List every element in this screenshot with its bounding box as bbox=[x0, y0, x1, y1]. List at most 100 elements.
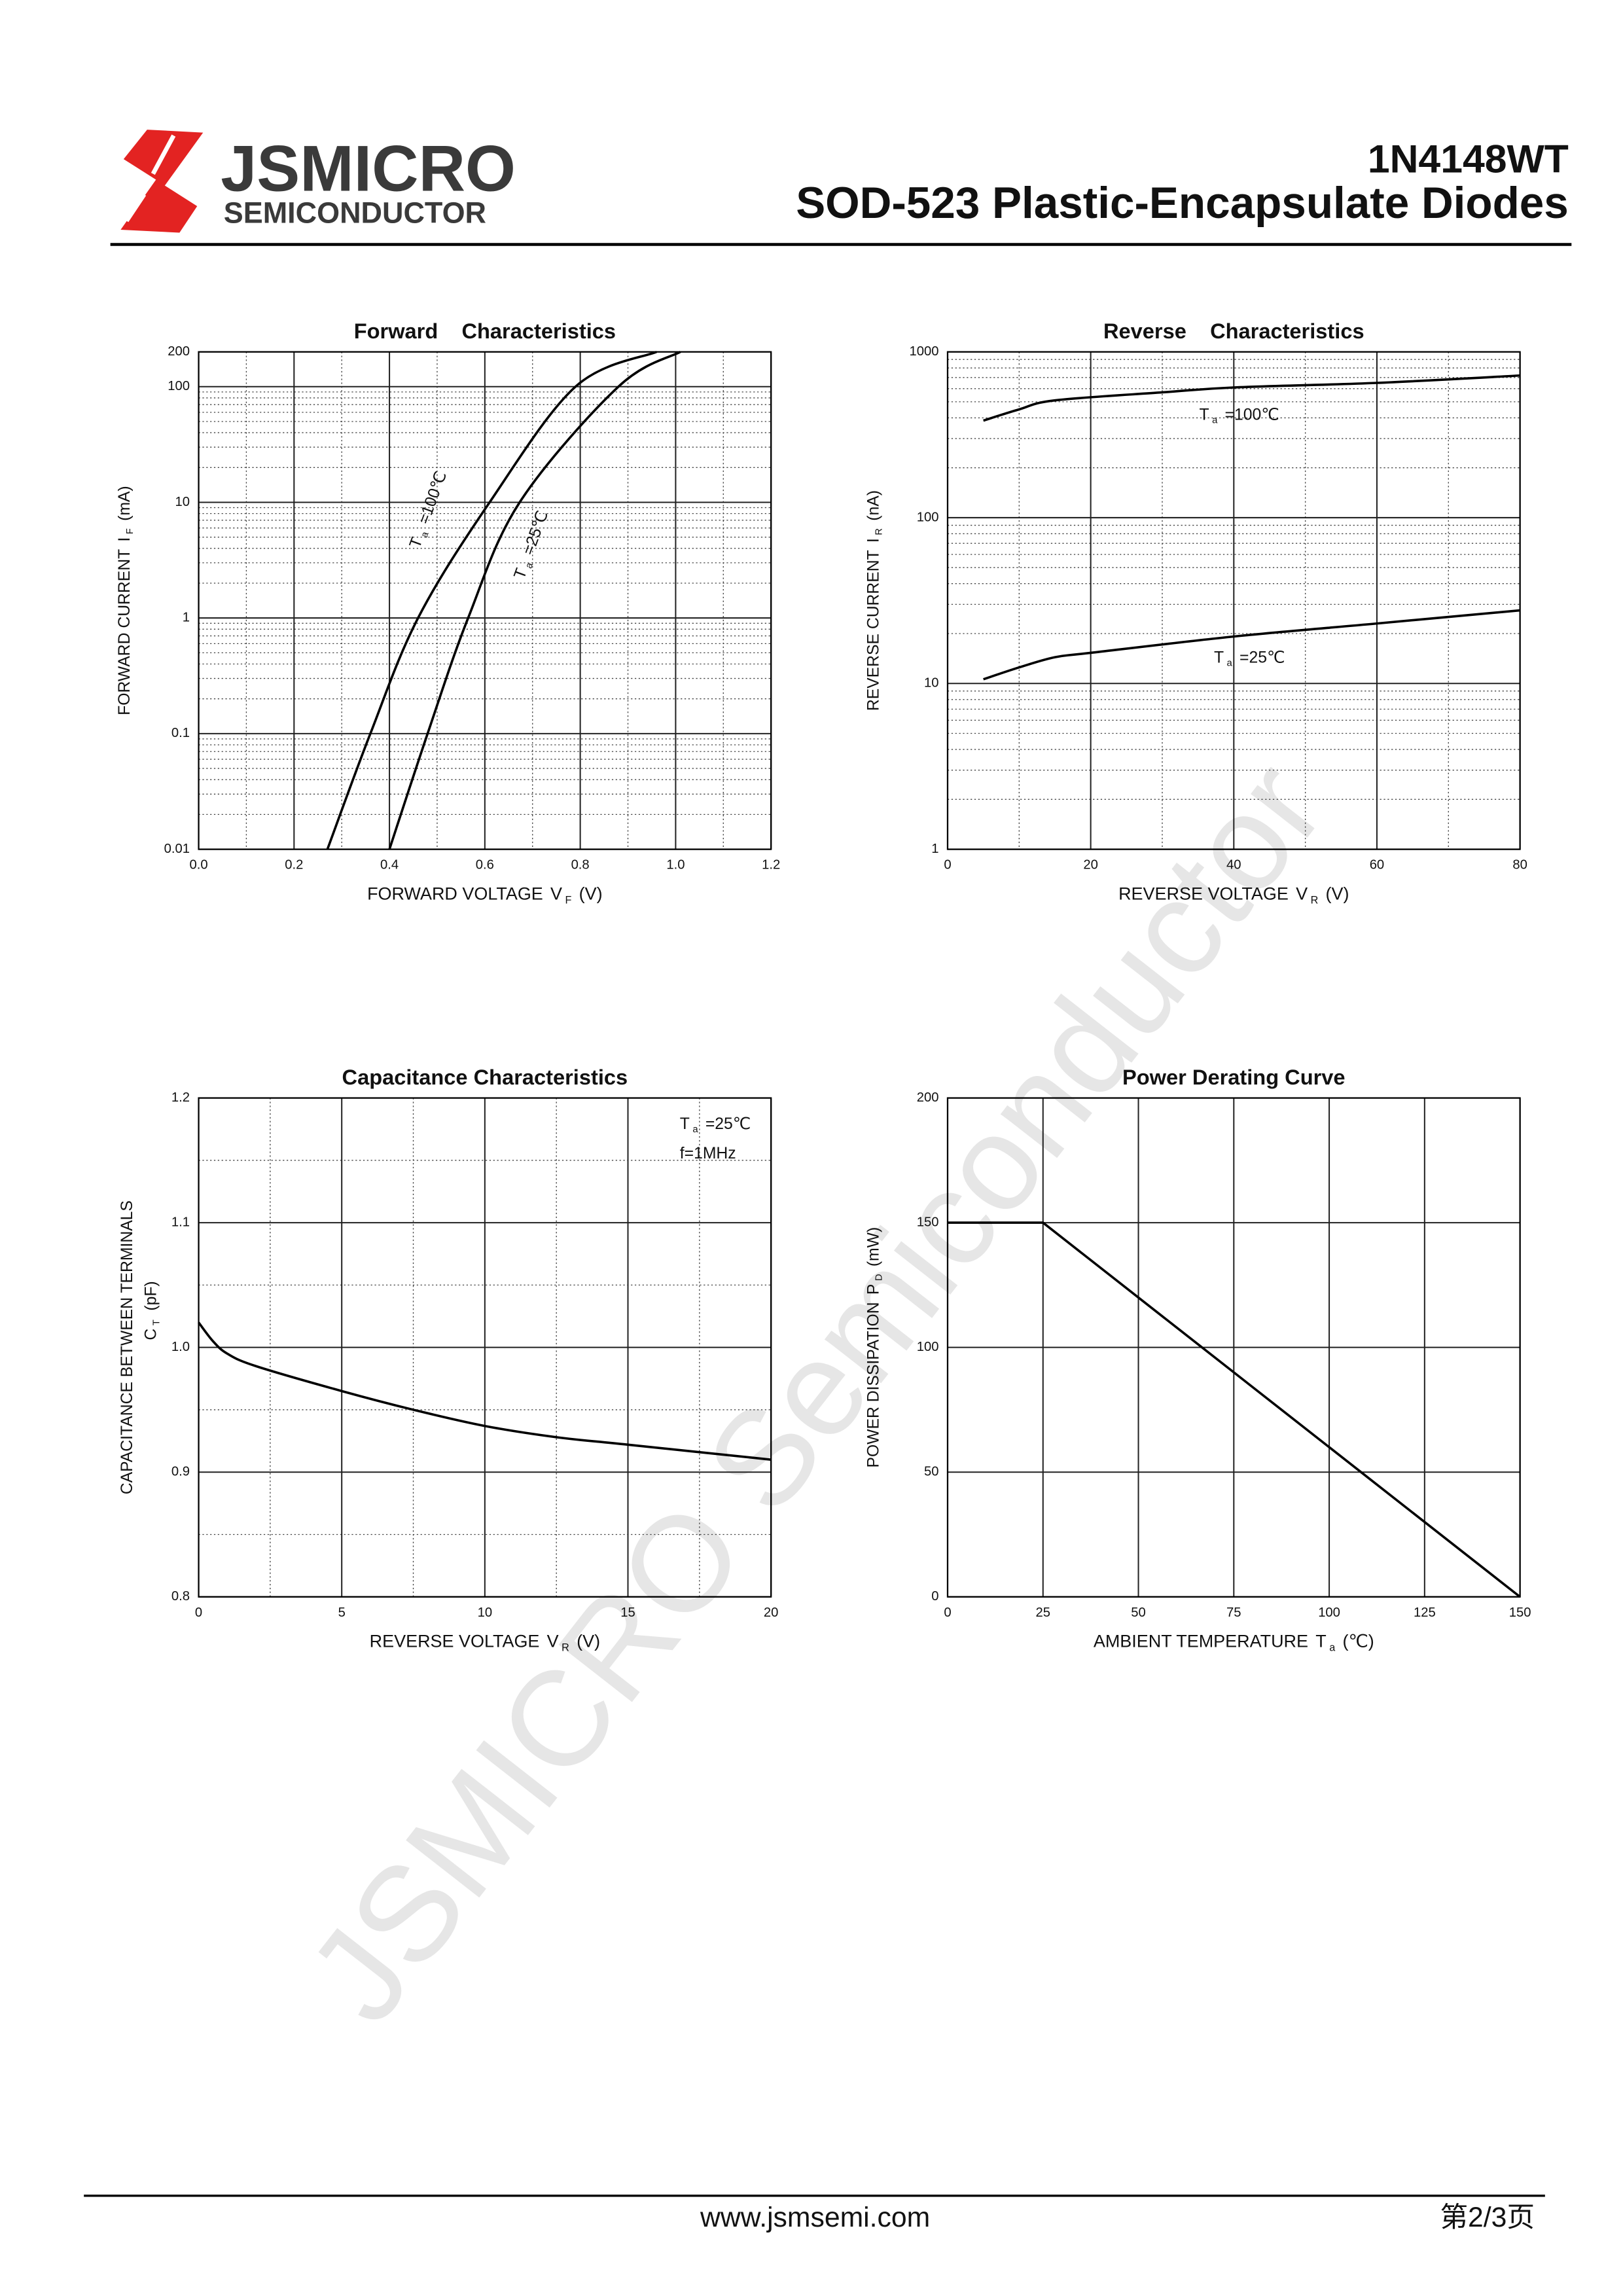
x-tick-label: 0.6 bbox=[476, 858, 494, 872]
series-label-part: =25℃ bbox=[519, 509, 551, 558]
series-label-part: T bbox=[1214, 649, 1224, 666]
y-tick-label: 0.01 bbox=[164, 842, 190, 856]
x-axis-label-part: FORWARD VOLTAGE bbox=[367, 884, 543, 903]
y-tick-label: 200 bbox=[917, 1090, 939, 1105]
y-axis-label-part: (mW) bbox=[865, 1227, 882, 1266]
chart: 0 5 10 15 20 0.8 0.9 1.0 1.1 1.2 Capacitance Chara… bbox=[118, 1065, 778, 1654]
y-tick-label: 0.1 bbox=[171, 726, 190, 740]
x-axis-label-part: R bbox=[1311, 895, 1319, 906]
x-tick-label: 0 bbox=[944, 858, 951, 872]
y-tick-label: 1.1 bbox=[171, 1215, 190, 1229]
y-tick-label: 150 bbox=[917, 1215, 939, 1229]
page-number: 第2/3页 bbox=[1440, 2202, 1535, 2233]
y-axis-label-part: F bbox=[125, 528, 135, 534]
series-label-part: T bbox=[406, 535, 426, 550]
series-label-part: =100℃ bbox=[1225, 406, 1279, 423]
y-tick-label: 10 bbox=[175, 495, 190, 509]
curve bbox=[983, 609, 1520, 681]
x-tick-label: 25 bbox=[1036, 1605, 1051, 1620]
y-axis-label: FORWARD CURRENT IF (mA) bbox=[116, 486, 135, 715]
x-tick-label: 0.2 bbox=[285, 858, 303, 872]
curve bbox=[198, 1321, 772, 1461]
curve bbox=[947, 1221, 1521, 1598]
annotation-part: f=1MHz bbox=[680, 1145, 736, 1162]
x-tick-label: 50 bbox=[1131, 1605, 1146, 1620]
x-axis-label-part: (℃) bbox=[1342, 1632, 1374, 1651]
x-tick-label: 20 bbox=[764, 1605, 779, 1620]
x-tick-label: 60 bbox=[1370, 858, 1385, 872]
brand: JSMICRO bbox=[221, 132, 516, 205]
y-tick-label: 1.2 bbox=[171, 1090, 190, 1105]
chart-title: Reverse Characteristics bbox=[1103, 319, 1364, 343]
x-tick-label: 1.2 bbox=[762, 858, 780, 872]
x-tick-label: 0.0 bbox=[189, 858, 207, 872]
x-axis-label-part: V bbox=[547, 1632, 559, 1651]
y-axis-label-part: R bbox=[874, 528, 884, 535]
x-tick-label: 40 bbox=[1226, 858, 1241, 872]
series-label: Ta =100℃ bbox=[406, 469, 452, 552]
x-axis-label-part: (V) bbox=[577, 1632, 600, 1651]
series-label-part: a bbox=[419, 530, 431, 539]
x-tick-label: 0.4 bbox=[380, 858, 399, 872]
x-tick-label: 100 bbox=[1318, 1605, 1340, 1620]
x-axis-label: FORWARD VOLTAGE V F (V) bbox=[367, 884, 603, 906]
y-axis-label-part: FORWARD CURRENT bbox=[116, 549, 134, 715]
chart: 0 25 50 75 100 125 150 0 50 100 150 200 Power Derati… bbox=[865, 1065, 1531, 1654]
y-tick-label: 10 bbox=[924, 676, 939, 691]
logo-mark bbox=[120, 130, 204, 233]
y-tick-label: 100 bbox=[168, 379, 190, 393]
y-axis-label-part: (pF) bbox=[142, 1281, 160, 1310]
plot-frame bbox=[946, 1097, 1521, 1598]
x-axis-label-part: F bbox=[565, 895, 572, 906]
x-axis-label-part: AMBIENT TEMPERATURE bbox=[1094, 1632, 1308, 1651]
y-tick-label: 100 bbox=[917, 1340, 939, 1354]
x-axis-label-part: REVERSE VOLTAGE bbox=[370, 1632, 540, 1651]
y-tick-label: 1 bbox=[931, 842, 938, 856]
x-tick-label: 0 bbox=[195, 1605, 202, 1620]
logo-stripe bbox=[124, 134, 176, 223]
x-tick-label: 10 bbox=[478, 1605, 493, 1620]
x-tick-label: 20 bbox=[1083, 858, 1098, 872]
y-axis-label: POWER DISSIPATION PD (mW) bbox=[865, 1227, 884, 1468]
footer-url: www.jsmsemi.com bbox=[700, 2202, 930, 2233]
brand-sub: SEMICONDUCTOR bbox=[224, 196, 486, 229]
x-tick-label: 125 bbox=[1414, 1605, 1436, 1620]
y-tick-label: 1.0 bbox=[171, 1340, 190, 1354]
series-label-part: a bbox=[1227, 658, 1233, 668]
x-axis-label-part: (V) bbox=[1326, 884, 1349, 903]
y-tick-label: 50 bbox=[924, 1465, 939, 1479]
x-axis-label-part: T bbox=[1315, 1632, 1326, 1651]
curve bbox=[983, 374, 1520, 422]
series-label-part: a bbox=[1212, 415, 1218, 425]
curve bbox=[326, 350, 657, 850]
y-axis-label-part: D bbox=[874, 1274, 884, 1281]
curve bbox=[388, 351, 681, 850]
series-label-part: =25℃ bbox=[1240, 649, 1285, 666]
x-tick-label: 75 bbox=[1226, 1605, 1241, 1620]
plot-frame bbox=[198, 1097, 772, 1598]
y-axis-label: CAPACITANCE BETWEEN TERMINALS bbox=[118, 1200, 136, 1494]
doc-title: SOD-523 Plastic-Encapsulate Diodes bbox=[796, 179, 1569, 228]
plot-frame bbox=[198, 351, 772, 850]
chart: 0 20 40 60 80 1 10 100 1000 Reverse Characteristi… bbox=[865, 319, 1527, 906]
y-axis-label-part: C bbox=[142, 1329, 160, 1340]
series-label-part: =100℃ bbox=[415, 469, 450, 527]
series-label: Ta =25℃ bbox=[510, 509, 554, 583]
y-tick-label: 0.9 bbox=[171, 1465, 190, 1479]
x-axis-label-part: (V) bbox=[579, 884, 603, 903]
watermark: JSMICRO Semiconductor bbox=[279, 734, 1352, 2049]
x-axis-label-part: REVERSE VOLTAGE bbox=[1118, 884, 1289, 903]
series-label-part: T bbox=[1199, 406, 1209, 423]
x-tick-label: 5 bbox=[338, 1605, 346, 1620]
x-axis-label: REVERSE VOLTAGE V R (V) bbox=[370, 1632, 600, 1654]
y-tick-label: 100 bbox=[917, 510, 939, 524]
annotation: f=1MHz bbox=[680, 1145, 736, 1162]
chart-title: Power Derating Curve bbox=[1122, 1065, 1346, 1089]
x-tick-label: 80 bbox=[1512, 858, 1527, 872]
y-axis-label-part: (mA) bbox=[116, 486, 134, 521]
y-axis-label: REVERSE CURRENT IR (nA) bbox=[865, 490, 884, 711]
